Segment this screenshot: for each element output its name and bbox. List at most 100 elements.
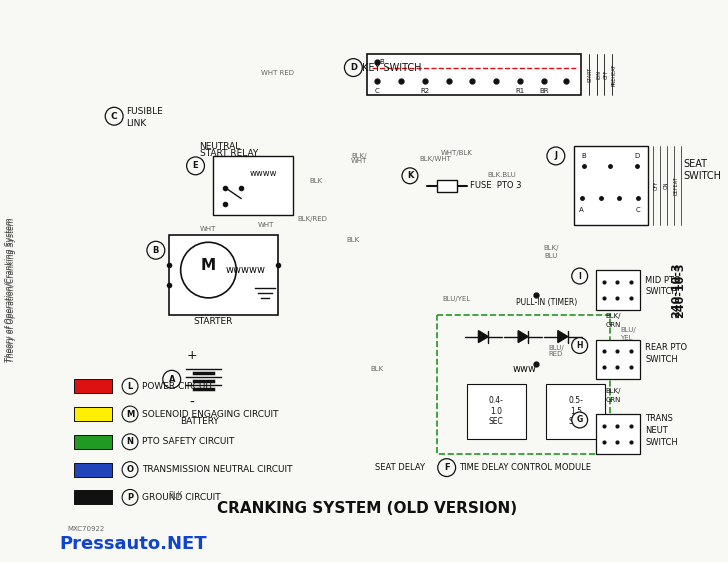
Bar — [213, 156, 293, 215]
Text: Theory of Operation/Cranking System: Theory of Operation/Cranking System — [5, 218, 15, 362]
Circle shape — [547, 147, 565, 165]
Bar — [467, 384, 526, 439]
Text: E: E — [193, 161, 198, 170]
Bar — [666, 20, 698, 544]
Text: wwww: wwww — [249, 169, 277, 178]
Text: FUSE  PTO 3: FUSE PTO 3 — [470, 181, 521, 190]
Text: P: P — [127, 493, 133, 502]
Text: PREHEAT: PREHEAT — [612, 64, 617, 85]
Bar — [74, 379, 112, 393]
Text: SWITCH: SWITCH — [645, 438, 678, 447]
Polygon shape — [518, 330, 528, 343]
Text: B: B — [379, 58, 384, 65]
Text: START RELAY: START RELAY — [199, 149, 258, 158]
Text: OFF: OFF — [604, 70, 609, 79]
Text: LINK: LINK — [126, 119, 146, 128]
Text: wwwww: wwwww — [225, 265, 265, 275]
Text: RED: RED — [549, 351, 563, 357]
Text: BATTERY: BATTERY — [180, 417, 219, 426]
Text: WHT/BLK: WHT/BLK — [440, 150, 472, 156]
Text: BLK/: BLK/ — [543, 245, 558, 251]
Text: POWER CIRCUIT: POWER CIRCUIT — [142, 382, 213, 391]
Text: M: M — [126, 410, 134, 419]
Text: REAR PTO: REAR PTO — [645, 343, 687, 352]
Circle shape — [571, 268, 587, 284]
Text: BLK/: BLK/ — [606, 388, 621, 394]
Circle shape — [122, 378, 138, 394]
Bar — [74, 491, 112, 504]
Bar — [596, 414, 640, 454]
Text: BLU/: BLU/ — [620, 327, 636, 333]
Text: C: C — [111, 112, 117, 121]
Bar — [169, 235, 278, 315]
Text: M: M — [201, 257, 216, 273]
Text: GRN: GRN — [606, 321, 621, 328]
Text: N: N — [127, 437, 133, 446]
Bar — [74, 407, 112, 421]
Text: BLK/: BLK/ — [352, 153, 367, 159]
Text: BLK/WHT: BLK/WHT — [420, 156, 451, 162]
Text: WHT: WHT — [351, 158, 368, 164]
Text: STARTER: STARTER — [194, 317, 233, 326]
Text: CRANKING SYSTEM (OLD VERSION): CRANKING SYSTEM (OLD VERSION) — [217, 501, 518, 516]
Text: SOLENOID ENGAGING CIRCUIT: SOLENOID ENGAGING CIRCUIT — [142, 410, 278, 419]
Text: SWITCH: SWITCH — [683, 171, 721, 181]
Text: WHT: WHT — [258, 223, 274, 228]
Text: MXC70922: MXC70922 — [68, 526, 105, 532]
Text: BLK/RED: BLK/RED — [298, 216, 328, 223]
Text: ION: ION — [596, 70, 601, 79]
Text: R1: R1 — [515, 88, 525, 94]
Text: BLK: BLK — [169, 491, 183, 500]
Text: BLU/YEL: BLU/YEL — [443, 296, 471, 302]
Polygon shape — [478, 330, 488, 343]
Bar — [18, 20, 51, 544]
Text: BLK/: BLK/ — [606, 312, 621, 319]
Text: J: J — [554, 151, 558, 160]
Text: 240-10-3: 240-10-3 — [671, 262, 681, 318]
Text: SEAT: SEAT — [683, 159, 707, 169]
Text: TRANS: TRANS — [645, 414, 673, 424]
Text: H: H — [577, 341, 583, 350]
Text: GRN: GRN — [606, 397, 621, 403]
Text: www: www — [512, 364, 536, 374]
Circle shape — [122, 406, 138, 422]
Text: BLK: BLK — [309, 178, 323, 184]
Circle shape — [106, 107, 123, 125]
Text: O: O — [127, 465, 133, 474]
Circle shape — [186, 157, 205, 175]
Text: BLK.BLU: BLK.BLU — [487, 172, 515, 178]
Circle shape — [122, 461, 138, 478]
Text: SEAT DELAY: SEAT DELAY — [375, 463, 425, 472]
Text: SWITCH: SWITCH — [645, 287, 678, 296]
Text: I: I — [578, 271, 581, 280]
Text: BLK: BLK — [371, 366, 384, 372]
Text: KEY SWITCH: KEY SWITCH — [363, 62, 422, 72]
Text: R2: R2 — [420, 88, 430, 94]
Text: WHT: WHT — [200, 226, 217, 232]
Text: DEFEAT: DEFEAT — [673, 176, 678, 195]
Bar — [546, 384, 606, 439]
Bar — [74, 463, 112, 477]
Polygon shape — [558, 330, 568, 343]
Text: FUSIBLE: FUSIBLE — [126, 107, 163, 116]
Text: L: L — [127, 382, 132, 391]
Circle shape — [181, 242, 237, 298]
Text: +: + — [186, 349, 197, 362]
Bar — [596, 339, 640, 379]
Circle shape — [438, 459, 456, 477]
Bar — [367, 54, 581, 96]
Text: Pressauto.NET: Pressauto.NET — [60, 535, 207, 553]
Text: 0.4-
1.0
SEC: 0.4- 1.0 SEC — [489, 396, 504, 426]
Text: PULL-IN (TIMER): PULL-IN (TIMER) — [516, 298, 577, 307]
Text: 240-10-3: 240-10-3 — [675, 262, 685, 318]
Text: TRANSMISSION NEUTRAL CIRCUIT: TRANSMISSION NEUTRAL CIRCUIT — [142, 465, 293, 474]
Bar — [18, 24, 47, 540]
Bar — [663, 24, 693, 540]
Text: C: C — [375, 88, 379, 94]
Bar — [596, 270, 640, 310]
Text: BLU: BLU — [545, 253, 558, 259]
Circle shape — [344, 58, 363, 76]
Text: ON: ON — [663, 182, 668, 189]
Text: OFF: OFF — [654, 181, 659, 191]
Bar — [437, 180, 456, 192]
